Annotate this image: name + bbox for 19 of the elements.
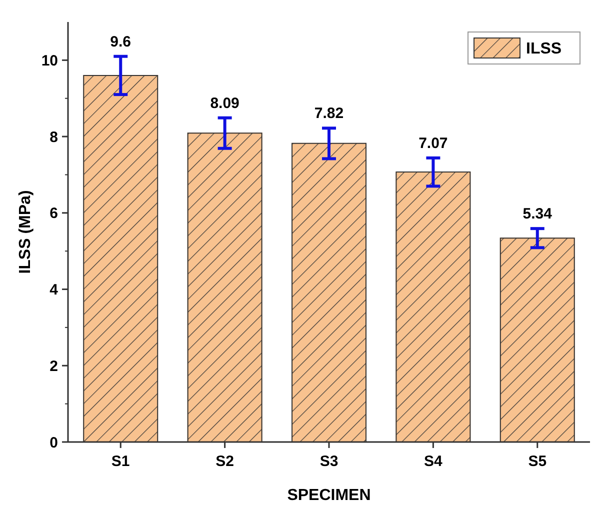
y-tick-label: 2 [50, 358, 58, 375]
data-label: 8.09 [210, 94, 240, 112]
y-tick-label: 4 [50, 282, 59, 299]
legend-label: ILSS [526, 40, 562, 58]
data-label: 7.07 [418, 134, 448, 152]
data-label: 9.6 [110, 33, 132, 50]
x-tick-label: S1 [111, 453, 130, 470]
x-tick-label: S3 [320, 453, 338, 470]
y-tick-label: 10 [41, 52, 58, 70]
y-axis-title: ILSS (MPa) [17, 190, 34, 274]
x-tick-label: S2 [216, 453, 234, 470]
y-tick-label: 0 [50, 434, 58, 452]
x-axis-title: SPECIMEN [287, 487, 371, 504]
data-label: 5.34 [522, 206, 553, 223]
data-label: 7.82 [314, 105, 344, 122]
y-tick-label: 6 [50, 205, 58, 222]
y-tick-label: 8 [50, 128, 58, 146]
x-tick-label: S5 [528, 453, 547, 470]
x-tick-label: S4 [424, 453, 444, 470]
